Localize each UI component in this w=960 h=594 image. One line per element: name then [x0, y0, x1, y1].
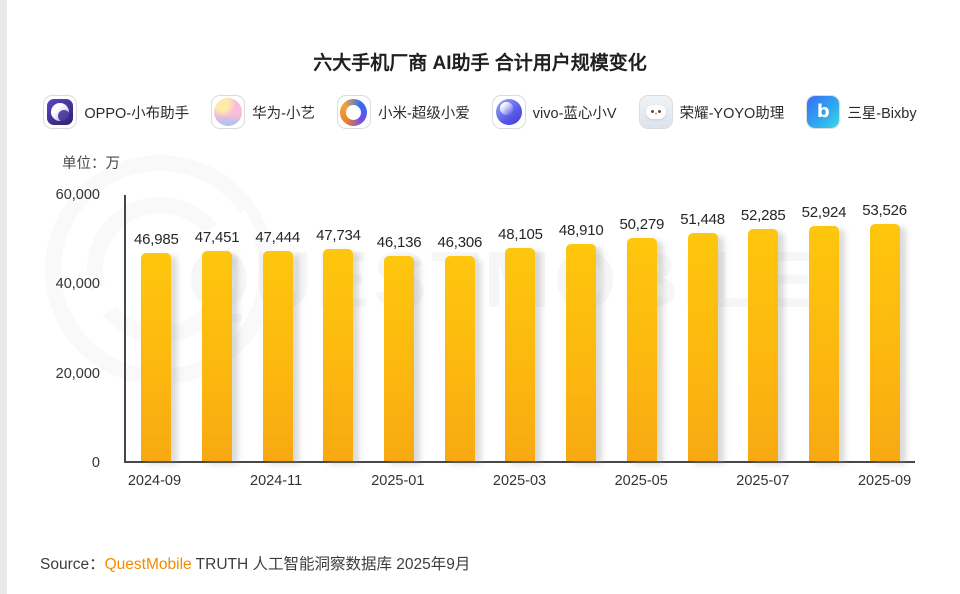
legend-label: 荣耀-YOYO助理 [679, 105, 785, 122]
bar-group-2024-11: 47,444 [247, 195, 308, 461]
bar [505, 247, 536, 461]
legend-item-xiaomi: 小米-超级小爱 [336, 95, 470, 129]
oppo-xiaobu-icon [47, 99, 74, 125]
bar-group-2025-04: 48,910 [551, 195, 612, 461]
x-axis-label: 2024-09 [127, 473, 182, 489]
unit-label: 单位：万 [62, 156, 120, 172]
huawei-xiaoyi-icon [214, 98, 243, 126]
bar-value-label: 48,105 [498, 225, 543, 243]
x-axis-label [672, 473, 733, 489]
x-axis-label: 2024-11 [250, 473, 303, 489]
bar-value-label: 48,910 [558, 222, 604, 240]
x-axis-label [793, 473, 854, 489]
bar-group-2024-12: 47,734 [308, 195, 369, 461]
bar-value-label: 53,526 [862, 201, 907, 219]
oppo-xiaobu-icon [43, 95, 78, 129]
x-axis-label [307, 473, 368, 489]
legend-label: OPPO-小布助手 [84, 105, 190, 122]
bar [748, 229, 779, 461]
bar [141, 252, 172, 461]
bar-value-label: 46,306 [437, 233, 483, 251]
bar [566, 244, 597, 461]
source-brand: QuestMobile [104, 556, 192, 573]
bar [626, 238, 657, 461]
x-axis-label: 2025-07 [736, 473, 790, 489]
bar-group-2024-09: 46,985 [126, 195, 187, 461]
source-line: Source：QuestMobile TRUTH 人工智能洞察数据库 2025年… [40, 552, 470, 574]
bar-group-2025-07: 52,285 [733, 195, 794, 461]
x-axis-label [185, 473, 246, 489]
y-axis-tick-label: 0 [91, 455, 100, 471]
bar-value-label: 46,136 [376, 234, 422, 252]
x-axis-label: 2025-03 [492, 473, 547, 489]
legend-item-vivo: vivo-蓝心小V [491, 95, 617, 129]
bar-group-2025-06: 51,448 [672, 195, 733, 461]
bar-group-2025-03: 48,105 [490, 195, 551, 461]
bar [202, 250, 233, 461]
bar-group-2024-10: 47,451 [187, 195, 248, 461]
y-axis-tick-label: 40,000 [55, 276, 100, 293]
vivo-lanxin-icon [491, 95, 526, 129]
bar [262, 250, 293, 461]
legend-label: vivo-蓝心小V [532, 105, 617, 122]
bar-group-2025-08: 52,924 [794, 195, 855, 461]
bar-group-2025-09: 53,526 [854, 195, 915, 461]
samsung-bixby-icon [807, 96, 840, 128]
bar-group-2025-05: 50,279 [612, 195, 673, 461]
honor-yoyo-icon [638, 95, 673, 129]
legend: OPPO-小布助手 华为-小艺 小米-超级小爱 vivo-蓝心小V 荣耀-YOYO助理 三… [0, 93, 960, 131]
bar-value-label: 50,279 [619, 216, 665, 234]
vivo-lanxin-icon [495, 99, 522, 125]
legend-item-huawei: 华为-小艺 [211, 95, 315, 129]
xiaomi-super-xiaoai-icon [336, 95, 371, 129]
x-axis-label: 2025-05 [614, 473, 668, 489]
bar-value-label: 52,924 [801, 204, 847, 222]
bar [808, 226, 839, 461]
bar-group-2025-02: 46,306 [429, 195, 490, 461]
xiaomi-super-xiaoai-icon [340, 98, 368, 126]
bar-value-label: 52,285 [740, 207, 786, 225]
bar [869, 223, 900, 461]
bar-value-label: 47,451 [194, 228, 240, 246]
bar-value-label: 47,444 [255, 228, 301, 246]
samsung-bixby-icon [806, 95, 841, 129]
bar-value-label: 46,985 [134, 230, 179, 248]
x-axis-labels: 2024-09 2024-11 2025-01 2025-03 2025-05 2025-… [124, 473, 915, 489]
bar-group-2025-01: 46,136 [369, 195, 430, 461]
x-axis-label: 2025-09 [857, 473, 912, 489]
bar [384, 256, 415, 461]
y-axis-ticks: 60,000 40,000 20,000 0 [32, 187, 116, 471]
bar [444, 255, 475, 461]
bar [687, 232, 718, 461]
huawei-xiaoyi-icon [211, 95, 246, 129]
legend-label: 小米-超级小爱 [377, 105, 470, 122]
x-axis-label [550, 473, 611, 489]
x-axis-label: 2025-01 [371, 473, 425, 489]
legend-label: 三星-Bixby [847, 105, 917, 122]
legend-item-oppo: OPPO-小布助手 [43, 95, 189, 129]
source-rest: TRUTH 人工智能洞察数据库 2025年9月 [191, 556, 471, 573]
bar-value-label: 51,448 [680, 210, 725, 228]
chart-title: 六大手机厂商 AI助手 合计用户规模变化 [313, 53, 647, 74]
bar [323, 249, 354, 461]
legend-label: 华为-小艺 [252, 105, 315, 122]
bar-value-label: 47,734 [316, 227, 361, 245]
legend-item-yoyo: 荣耀-YOYO助理 [638, 95, 785, 129]
left-edge-strip [0, 0, 7, 594]
x-axis-label [428, 473, 489, 489]
y-axis-tick-label: 20,000 [55, 365, 100, 382]
legend-item-bixby: 三星-Bixby [806, 95, 917, 129]
honor-yoyo-icon [639, 96, 672, 128]
bar-chart: 60,000 40,000 20,000 0 46,985 47,451 47,444 47… [56, 187, 915, 489]
y-axis-tick-label: 60,000 [55, 187, 100, 203]
source-label: Source： [40, 556, 105, 573]
plot-area: 46,985 47,451 47,444 47,734 46,136 46,306 48,1… [124, 195, 915, 463]
